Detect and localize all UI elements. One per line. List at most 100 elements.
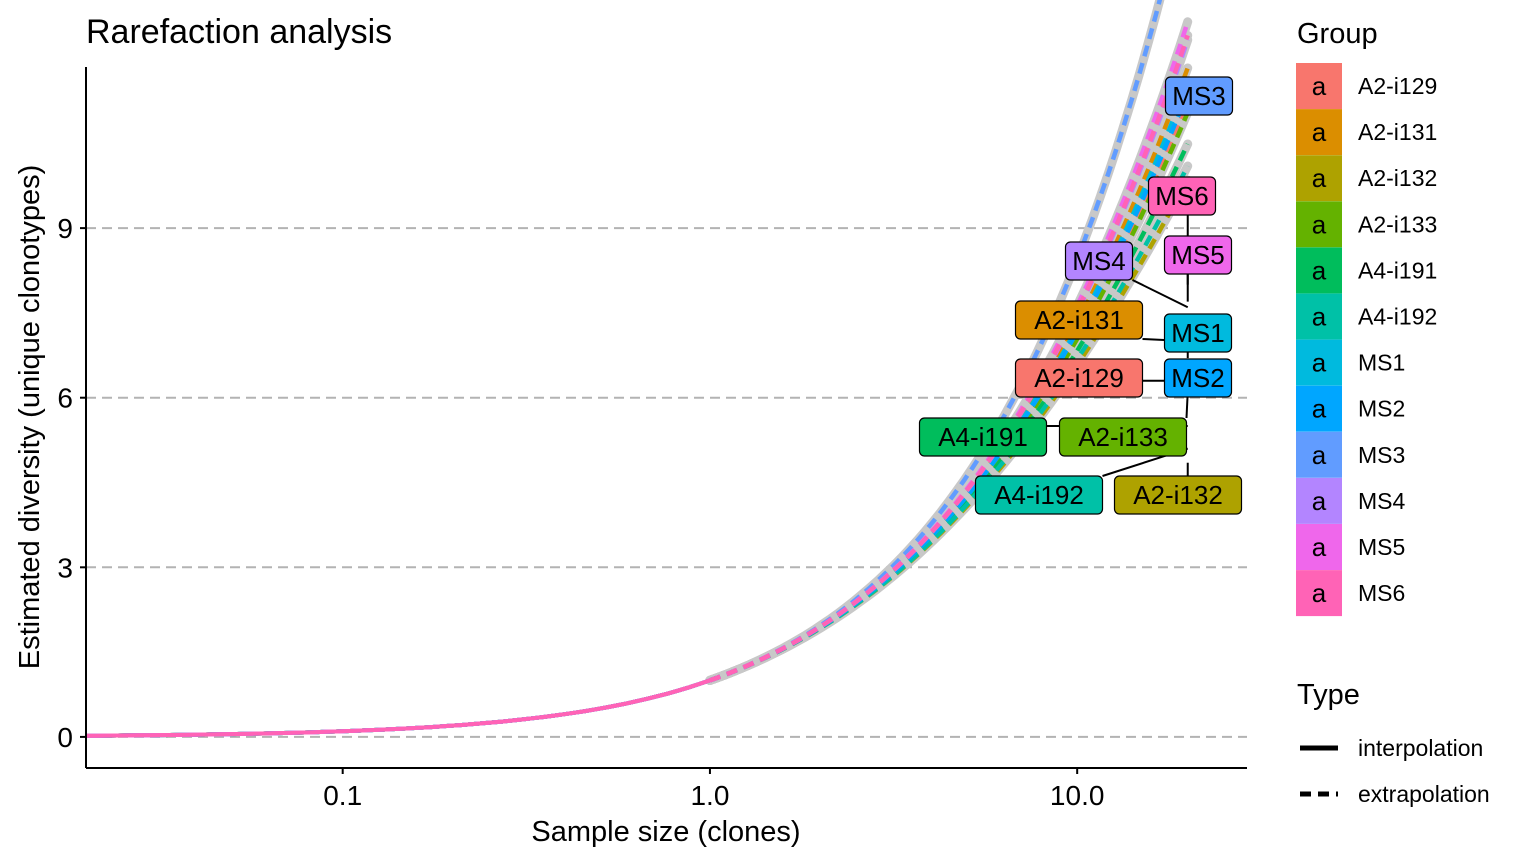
x-tick-label: 0.1 (323, 780, 362, 811)
y-tick-label: 3 (57, 552, 73, 583)
legend-group: a A2-i129 a A2-i131 a A2-i132 a A2-i133 a A4-i191… (1296, 63, 1437, 617)
legend-item-A2-i131: a A2-i131 (1296, 109, 1437, 156)
end-label-box (1164, 76, 1234, 116)
end-label-box (1113, 475, 1243, 515)
end-label-text: A2-i129 (1034, 363, 1124, 393)
end-label-MS5: MS5 (1163, 235, 1233, 275)
legend-type-title: Type (1297, 679, 1360, 711)
legend-label: A2-i131 (1358, 119, 1437, 145)
legend-group-title: Group (1297, 18, 1378, 50)
x-tick-label: 10.0 (1050, 780, 1105, 811)
end-label-A4-i191: A4-i191 (918, 417, 1048, 457)
legend-item-A2-i132: a A2-i132 (1296, 155, 1437, 202)
end-label-box (1064, 241, 1134, 281)
chart-title: Rarefaction analysis (86, 13, 392, 51)
y-axis-title: Estimated diversity (unique clonotypes) (14, 165, 46, 670)
end-label-text: A2-i132 (1133, 480, 1223, 510)
legend-item-MS5: a MS5 (1296, 524, 1405, 570)
legend-key (1296, 247, 1342, 294)
y-tick-label: 6 (57, 383, 73, 414)
legend-label: A4-i192 (1358, 304, 1437, 330)
end-label-A2-i129: A2-i129 (1014, 358, 1144, 398)
legend-key-letter: a (1312, 71, 1327, 101)
legend-key-letter: a (1312, 532, 1327, 562)
legend-item-MS1: a MS1 (1296, 339, 1405, 386)
end-label-box (1163, 358, 1233, 398)
legend-item-A2-i133: a A2-i133 (1296, 201, 1437, 248)
x-ticks: 0.1 1.0 10.0 (323, 768, 1104, 811)
legend-key-letter: a (1312, 486, 1327, 516)
end-label-box (1014, 358, 1144, 398)
legend-type-label: interpolation (1358, 735, 1483, 761)
legend-key (1296, 385, 1342, 432)
end-label-box (1147, 176, 1217, 216)
legend-key-letter: a (1312, 394, 1327, 424)
legend-type-label: extrapolation (1358, 781, 1490, 807)
y-tick-label: 0 (57, 722, 73, 753)
end-label-box (918, 417, 1048, 457)
legend-label: A2-i132 (1358, 165, 1437, 191)
end-label-A2-i132: A2-i132 (1113, 475, 1243, 515)
legend-key (1296, 524, 1342, 570)
legend-key-letter: a (1312, 302, 1327, 332)
end-label-text: MS5 (1171, 240, 1224, 270)
end-label-MS1: MS1 (1163, 313, 1233, 353)
legend-key (1296, 339, 1342, 386)
extrap-line-MS3 (709, 0, 1163, 683)
end-label-MS2: MS2 (1163, 358, 1233, 398)
end-label-A2-i133: A2-i133 (1058, 417, 1188, 457)
legend-key-letter: a (1312, 255, 1327, 285)
end-label-text: MS2 (1171, 363, 1224, 393)
end-label-MS3: MS3 (1164, 76, 1234, 116)
y-tick-label: 9 (57, 213, 73, 244)
end-label-text: A4-i191 (938, 422, 1028, 452)
legend-label: MS3 (1358, 442, 1405, 468)
legend-key (1296, 109, 1342, 156)
legend-key (1296, 293, 1342, 340)
legend-key (1296, 570, 1342, 617)
end-label-text: A4-i192 (994, 480, 1084, 510)
end-label-box (1014, 300, 1144, 340)
legend-label: MS5 (1358, 534, 1405, 560)
extrap-line-MS6 (709, 34, 1190, 683)
legend-item-A2-i129: a A2-i129 (1296, 63, 1437, 109)
legend-label: MS2 (1358, 396, 1405, 422)
end-label-text: A2-i131 (1034, 305, 1124, 335)
end-label-A2-i131: A2-i131 (1014, 300, 1144, 340)
end-label-text: MS1 (1171, 318, 1224, 348)
ci-band-MS3 (705, 0, 1165, 685)
legend-key-letter: a (1312, 117, 1327, 147)
legend-label: A2-i133 (1358, 211, 1437, 237)
end-labels: MS3 MS6 MS5 MS4 A2-i131 MS1 A2-i129 MS2 A4-i191 A… (918, 76, 1243, 515)
legend-key-letter: a (1312, 440, 1327, 470)
legend-key (1296, 155, 1342, 202)
legend-item-MS3: a MS3 (1296, 431, 1405, 478)
legend-item-A4-i191: a A4-i191 (1296, 247, 1437, 294)
extrap-line-A4-i192 (709, 164, 1190, 683)
legend-label: A4-i191 (1358, 257, 1437, 283)
x-tick-label: 1.0 (690, 780, 729, 811)
ci-band-MS6 (705, 30, 1193, 685)
end-label-box (1163, 235, 1233, 275)
legend-item-MS2: a MS2 (1296, 385, 1405, 432)
extrap-line-MS5 (709, 21, 1190, 683)
legend-type-interpolation: interpolation (1300, 735, 1483, 761)
end-label-box (974, 475, 1104, 515)
legend-item-MS4: a MS4 (1296, 477, 1406, 524)
end-label-box (1058, 417, 1188, 457)
legend-key-letter: a (1312, 163, 1327, 193)
legend-item-A4-i192: a A4-i192 (1296, 293, 1437, 340)
legend-item-MS6: a MS6 (1296, 570, 1405, 617)
legend-label: MS1 (1358, 350, 1405, 376)
x-axis-title: Sample size (clones) (531, 816, 800, 848)
legend-key (1296, 431, 1342, 478)
legend-key (1296, 63, 1342, 109)
end-label-MS6: MS6 (1147, 176, 1217, 216)
end-label-text: MS3 (1172, 81, 1225, 111)
legend-key-letter: a (1312, 578, 1327, 608)
end-label-text: MS4 (1072, 246, 1125, 276)
legend-key-letter: a (1312, 209, 1327, 239)
legend-key (1296, 477, 1342, 524)
legend-type-extrapolation: extrapolation (1300, 781, 1490, 807)
